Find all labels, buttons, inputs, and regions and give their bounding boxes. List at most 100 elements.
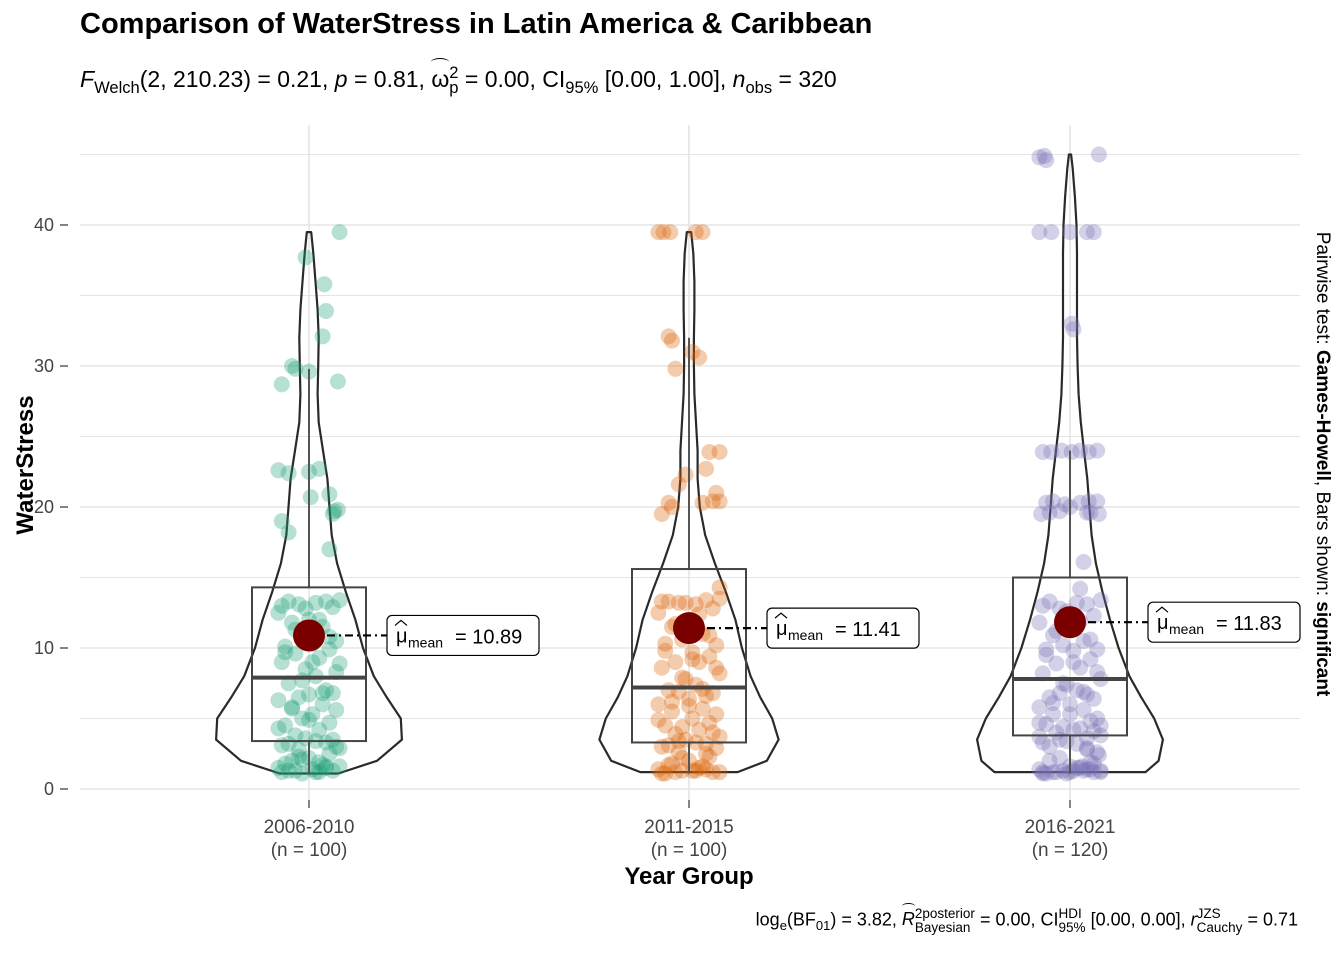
- data-point: [1045, 695, 1061, 711]
- data-point: [328, 633, 345, 649]
- data-point: [1031, 149, 1048, 166]
- data-point: [1082, 754, 1099, 771]
- data-point: [1072, 442, 1089, 459]
- data-point: [691, 349, 708, 366]
- data-point: [1089, 664, 1106, 680]
- data-point: [1031, 728, 1048, 745]
- data-point: [660, 494, 677, 511]
- mean-label-mu: μ: [776, 618, 788, 640]
- boxplots: [251, 337, 1128, 774]
- data-point: [650, 696, 667, 713]
- data-point: [708, 706, 725, 723]
- data-point: [1089, 493, 1106, 510]
- data-point: [660, 328, 677, 345]
- data-point: [314, 328, 331, 345]
- data-point: [653, 738, 670, 755]
- chart-title: Comparison of WaterStress in Latin Ameri…: [80, 8, 873, 40]
- data-point: [1092, 764, 1109, 781]
- data-point: [1079, 504, 1095, 521]
- data-point: [324, 599, 341, 616]
- violin-2011-2015: [598, 231, 780, 774]
- data-point: [307, 594, 324, 611]
- subtitle-effect-symbol: ω: [431, 66, 450, 92]
- data-point: [653, 659, 670, 676]
- caption-r-sup: JZS: [1196, 906, 1221, 921]
- data-point: [664, 703, 680, 720]
- data-point: [657, 717, 674, 734]
- data-point: [684, 343, 701, 360]
- data-point: [1031, 699, 1048, 716]
- caption-r-sub: Cauchy: [1196, 919, 1243, 935]
- data-point: [1090, 747, 1107, 764]
- data-point: [1051, 731, 1068, 748]
- data-point: [711, 728, 728, 745]
- violins: [215, 153, 1164, 775]
- data-point: [1034, 765, 1051, 782]
- data-point: [1075, 762, 1092, 779]
- data-point: [294, 710, 311, 727]
- data-point: [711, 665, 728, 682]
- data-point: [287, 762, 304, 779]
- data-point: [677, 594, 694, 611]
- caption-bf-inner: (BF: [786, 909, 816, 930]
- caption-r2-sub: Bayesian: [914, 919, 971, 935]
- data-point: [321, 541, 338, 558]
- data-point: [681, 690, 697, 707]
- chart-caption: loge(BF01) = 3.82, R 2posterior Bayesian =…: [756, 907, 1298, 934]
- data-point: [670, 733, 687, 750]
- caption-r2-value: = 0.00,: [979, 909, 1036, 930]
- subtitle-effect-sup: 2: [449, 63, 459, 83]
- data-point: [1085, 607, 1102, 624]
- mean-markers: μ mean = 10.89 μ mean = 11.41 μ mean = 11.83: [293, 601, 1301, 657]
- data-point: [1079, 740, 1095, 757]
- y-tick-label: 10: [34, 638, 54, 658]
- data-point: [1038, 647, 1055, 663]
- data-point: [331, 740, 348, 757]
- data-point: [1092, 592, 1109, 609]
- data-point: [1051, 503, 1068, 520]
- subtitle-stat-sub: Welch: [94, 77, 140, 97]
- data-point: [1072, 494, 1089, 511]
- data-point: [1072, 759, 1089, 776]
- data-point: [1062, 696, 1078, 713]
- data-point: [1072, 580, 1089, 597]
- data-point: [674, 750, 691, 766]
- box-2016-2021: [1012, 576, 1128, 737]
- data-point: [670, 744, 687, 761]
- data-point: [664, 693, 680, 710]
- data-point: [294, 765, 311, 782]
- y-tick-label: 30: [34, 356, 54, 376]
- data-point: [294, 672, 311, 689]
- data-point: [328, 738, 345, 755]
- data-point: [1041, 752, 1058, 769]
- data-point: [711, 493, 728, 510]
- data-point: [280, 524, 297, 541]
- data-point: [270, 462, 287, 479]
- subtitle-effect-value: = 0.00,: [464, 66, 536, 92]
- data-point: [284, 699, 300, 716]
- mean-hat: [1155, 606, 1169, 613]
- caption-r2-sup2: posterior: [922, 906, 975, 921]
- data-point: [664, 755, 680, 772]
- data-point: [1072, 659, 1089, 676]
- data-point: [314, 696, 331, 713]
- data-point: [708, 484, 725, 501]
- data-point: [698, 745, 714, 762]
- data-point: [270, 604, 287, 621]
- y-tick-label: 0: [44, 779, 54, 799]
- data-point: [1079, 730, 1095, 747]
- caption-r-label: r: [1190, 909, 1197, 930]
- y-tick-label: 40: [34, 215, 54, 235]
- data-point: [1031, 614, 1048, 631]
- data-point: [701, 714, 718, 731]
- data-point: [660, 757, 677, 773]
- mean-hat: [394, 619, 408, 626]
- data-point: [708, 659, 725, 676]
- data-point: [311, 754, 328, 771]
- data-point: [311, 649, 328, 666]
- data-point: [650, 224, 667, 241]
- data-point: [687, 596, 704, 613]
- subtitle-p-label: p: [334, 66, 348, 92]
